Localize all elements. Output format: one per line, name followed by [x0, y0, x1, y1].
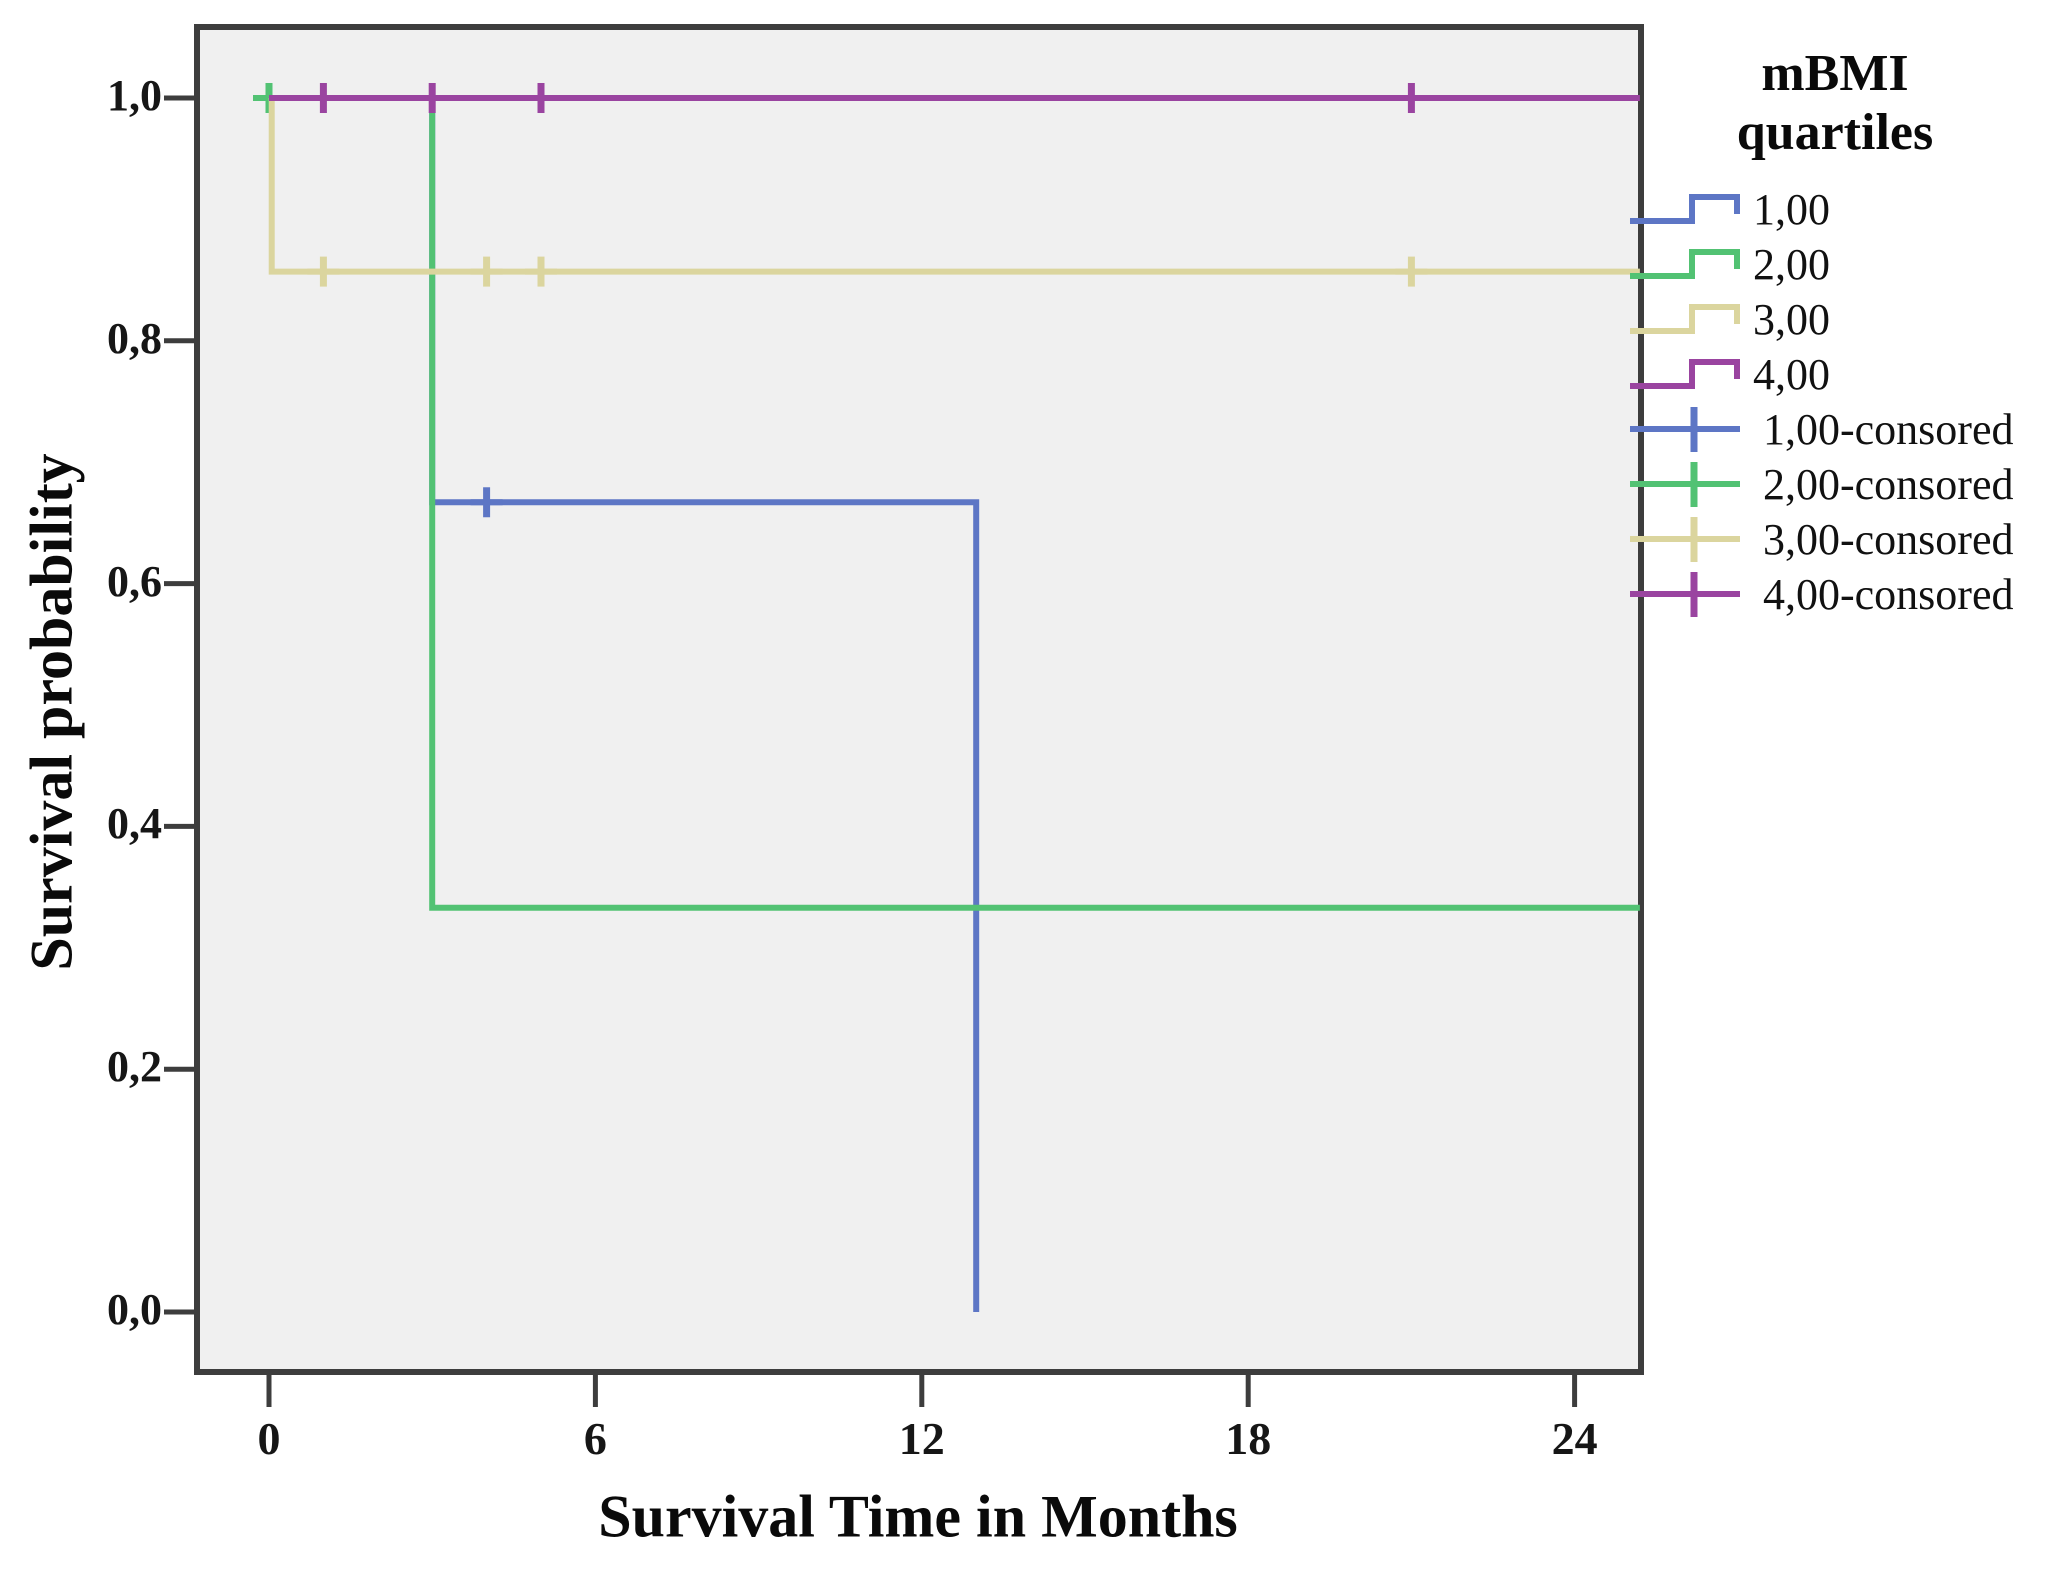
legend-entries: 1,00 2,00 3,00 4,00 1,00-consored 2,00-consor… [1628, 182, 2046, 622]
legend-row: 3,00 [1628, 292, 2046, 347]
legend-row: 1,00 [1628, 182, 2046, 237]
legend-step-glyph [1630, 249, 1740, 279]
legend-censor-glyph [1630, 407, 1740, 452]
legend-row-label: 1,00 [1753, 185, 1830, 234]
legend-censor-glyph [1630, 517, 1740, 562]
legend-title-line-1: mBMI [1761, 45, 1909, 102]
legend-row-label: 3,00-consored [1763, 515, 2014, 564]
legend-step-glyph [1630, 304, 1740, 334]
legend-row: 4,00 [1628, 347, 2046, 402]
y-tick-label: 1,0 [107, 71, 162, 120]
y-tick-label: 0,0 [107, 1285, 162, 1334]
y-tick-label: 0,6 [107, 556, 162, 606]
legend-row-label: 2,00 [1753, 240, 1830, 289]
legend-censor-glyph [1630, 462, 1740, 507]
y-tick-label: 0,2 [107, 1042, 162, 1092]
legend-row: 4,00-consored [1628, 567, 2046, 622]
legend-row-label: 3,00 [1753, 295, 1830, 344]
legend-row-label: 2,00-consored [1763, 460, 2014, 509]
y-tick-label: 0,8 [107, 313, 162, 363]
x-tick-label: 0 [257, 1413, 281, 1464]
legend-step-glyph [1630, 194, 1740, 224]
x-tick-label: 24 [1551, 1413, 1598, 1464]
legend-row-label: 1,00-consored [1763, 405, 2014, 454]
legend-row: 3,00-consored [1628, 512, 2046, 567]
legend-row: 2,00 [1628, 237, 2046, 292]
legend-row-label: 4,00 [1753, 350, 1830, 399]
legend-row: 1,00-consored [1628, 402, 2046, 457]
x-tick-label: 18 [1225, 1413, 1272, 1464]
y-tick-label: 0,4 [107, 799, 162, 849]
legend-title: mBMI quartiles [1640, 44, 2030, 162]
plot-frame [194, 24, 1644, 1375]
legend-row-label: 4,00-consored [1763, 570, 2014, 619]
legend-censor-glyph [1630, 572, 1740, 617]
legend-row: 2,00-consored [1628, 457, 2046, 512]
legend-step-glyph [1630, 359, 1740, 389]
x-axis-title: Survival Time in Months [598, 1483, 1238, 1550]
x-tick-label: 12 [898, 1413, 945, 1464]
x-tick-label: 6 [583, 1413, 607, 1464]
legend-title-line-2: quartiles [1736, 104, 1934, 161]
y-axis-title: Survival probability [18, 453, 85, 971]
